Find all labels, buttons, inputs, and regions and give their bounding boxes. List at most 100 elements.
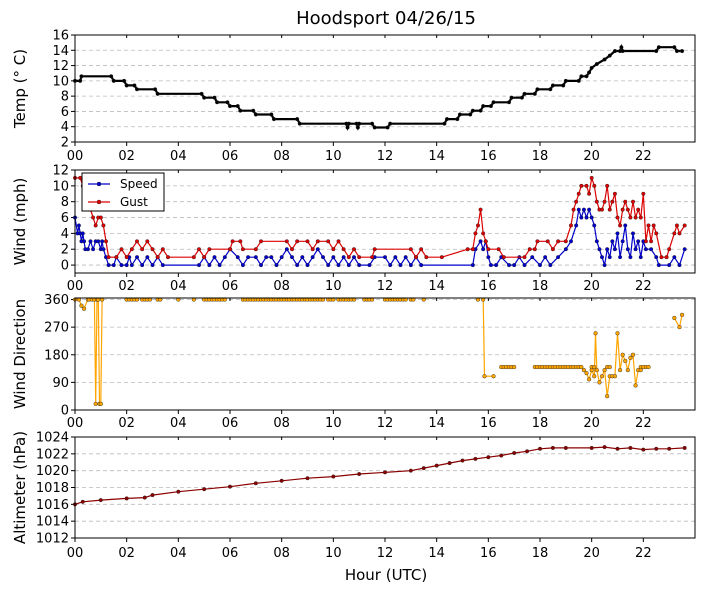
data-point	[682, 247, 687, 252]
data-point	[295, 263, 300, 268]
data-point	[620, 207, 625, 212]
data-point	[672, 45, 677, 50]
data-point	[331, 474, 336, 479]
data-point	[620, 49, 625, 54]
data-point	[481, 231, 486, 236]
series-line	[482, 299, 494, 377]
plot-frame	[74, 169, 696, 274]
data-point	[419, 263, 424, 268]
data-point	[78, 175, 83, 180]
data-point	[284, 239, 289, 244]
series-line	[75, 43, 683, 132]
data-point	[326, 263, 331, 268]
x-tick-label: 10	[325, 546, 342, 561]
data-point	[623, 223, 628, 228]
data-point	[620, 352, 625, 357]
x-tick-label: 14	[428, 149, 445, 164]
data-point	[584, 215, 589, 220]
data-point	[230, 239, 235, 244]
data-point	[664, 255, 669, 260]
data-point	[584, 371, 589, 376]
data-point	[607, 255, 612, 260]
data-point	[625, 207, 630, 212]
data-point	[251, 108, 256, 113]
data-point	[587, 191, 592, 196]
data-point	[494, 263, 499, 268]
data-point	[612, 247, 617, 252]
x-tick-label: 12	[377, 149, 394, 164]
data-point	[357, 472, 362, 477]
data-point	[579, 215, 584, 220]
data-point	[111, 263, 116, 268]
data-point	[532, 247, 537, 252]
data-point	[680, 49, 685, 54]
x-axis-title: Hour (UTC)	[345, 566, 427, 584]
plot-frame	[74, 297, 696, 411]
y-tick-label: 1016	[36, 498, 69, 513]
data-point	[114, 255, 119, 260]
data-point	[600, 207, 605, 212]
legend-marker-gust	[96, 199, 102, 205]
x-tick-label: 14	[428, 546, 445, 561]
data-point	[370, 255, 375, 260]
data-point	[556, 239, 561, 244]
data-point	[196, 247, 201, 252]
data-point	[509, 95, 514, 100]
x-tick-label: 18	[532, 279, 549, 294]
data-point	[176, 489, 181, 494]
data-point	[574, 199, 579, 204]
data-point	[638, 215, 643, 220]
panel-direction: 0 90 180 270 360 Wind Direction 00 02 04 06 08 10 12…	[11, 293, 696, 431]
data-point	[85, 247, 90, 252]
data-point	[196, 263, 201, 268]
x-tick-label: 20	[583, 416, 600, 431]
data-point	[548, 263, 553, 268]
y-tick-label: 10	[52, 179, 69, 194]
data-point	[589, 445, 594, 450]
data-point	[602, 368, 607, 373]
data-point	[367, 263, 372, 268]
data-point	[483, 239, 488, 244]
y-tick-label: 8	[61, 90, 69, 105]
y-tick-label: 0	[61, 404, 69, 419]
data-point	[597, 380, 602, 385]
data-point	[124, 83, 129, 88]
x-tick-label: 02	[118, 416, 135, 431]
data-point	[592, 223, 597, 228]
data-point	[612, 49, 617, 54]
x-tick-label: 04	[170, 149, 187, 164]
data-point	[592, 374, 597, 379]
data-point	[641, 447, 646, 452]
data-point	[279, 478, 284, 483]
data-point	[628, 255, 633, 260]
data-point	[331, 247, 336, 252]
data-point	[122, 78, 127, 83]
data-point	[593, 331, 598, 336]
data-point	[346, 263, 351, 268]
data-point	[79, 74, 84, 79]
data-point	[78, 78, 83, 83]
data-point	[656, 263, 661, 268]
x-tick-label: 08	[273, 279, 290, 294]
data-point	[628, 355, 633, 360]
data-point	[269, 255, 274, 260]
data-point	[576, 207, 581, 212]
data-point	[525, 449, 530, 454]
data-point	[253, 247, 258, 252]
data-point	[465, 247, 470, 252]
data-point	[602, 263, 607, 268]
y-axis-title: Wind (mph)	[11, 178, 29, 266]
data-point	[315, 239, 320, 244]
data-point	[491, 100, 496, 105]
data-point	[91, 215, 96, 220]
data-point	[654, 255, 659, 260]
data-point	[672, 255, 677, 260]
data-point	[310, 247, 315, 252]
data-point	[587, 70, 592, 75]
x-tick-label: 14	[428, 416, 445, 431]
y-tick-label: 1022	[36, 447, 69, 462]
data-point	[470, 247, 475, 252]
data-point	[482, 374, 487, 379]
data-point	[589, 175, 594, 180]
data-point	[594, 368, 599, 373]
